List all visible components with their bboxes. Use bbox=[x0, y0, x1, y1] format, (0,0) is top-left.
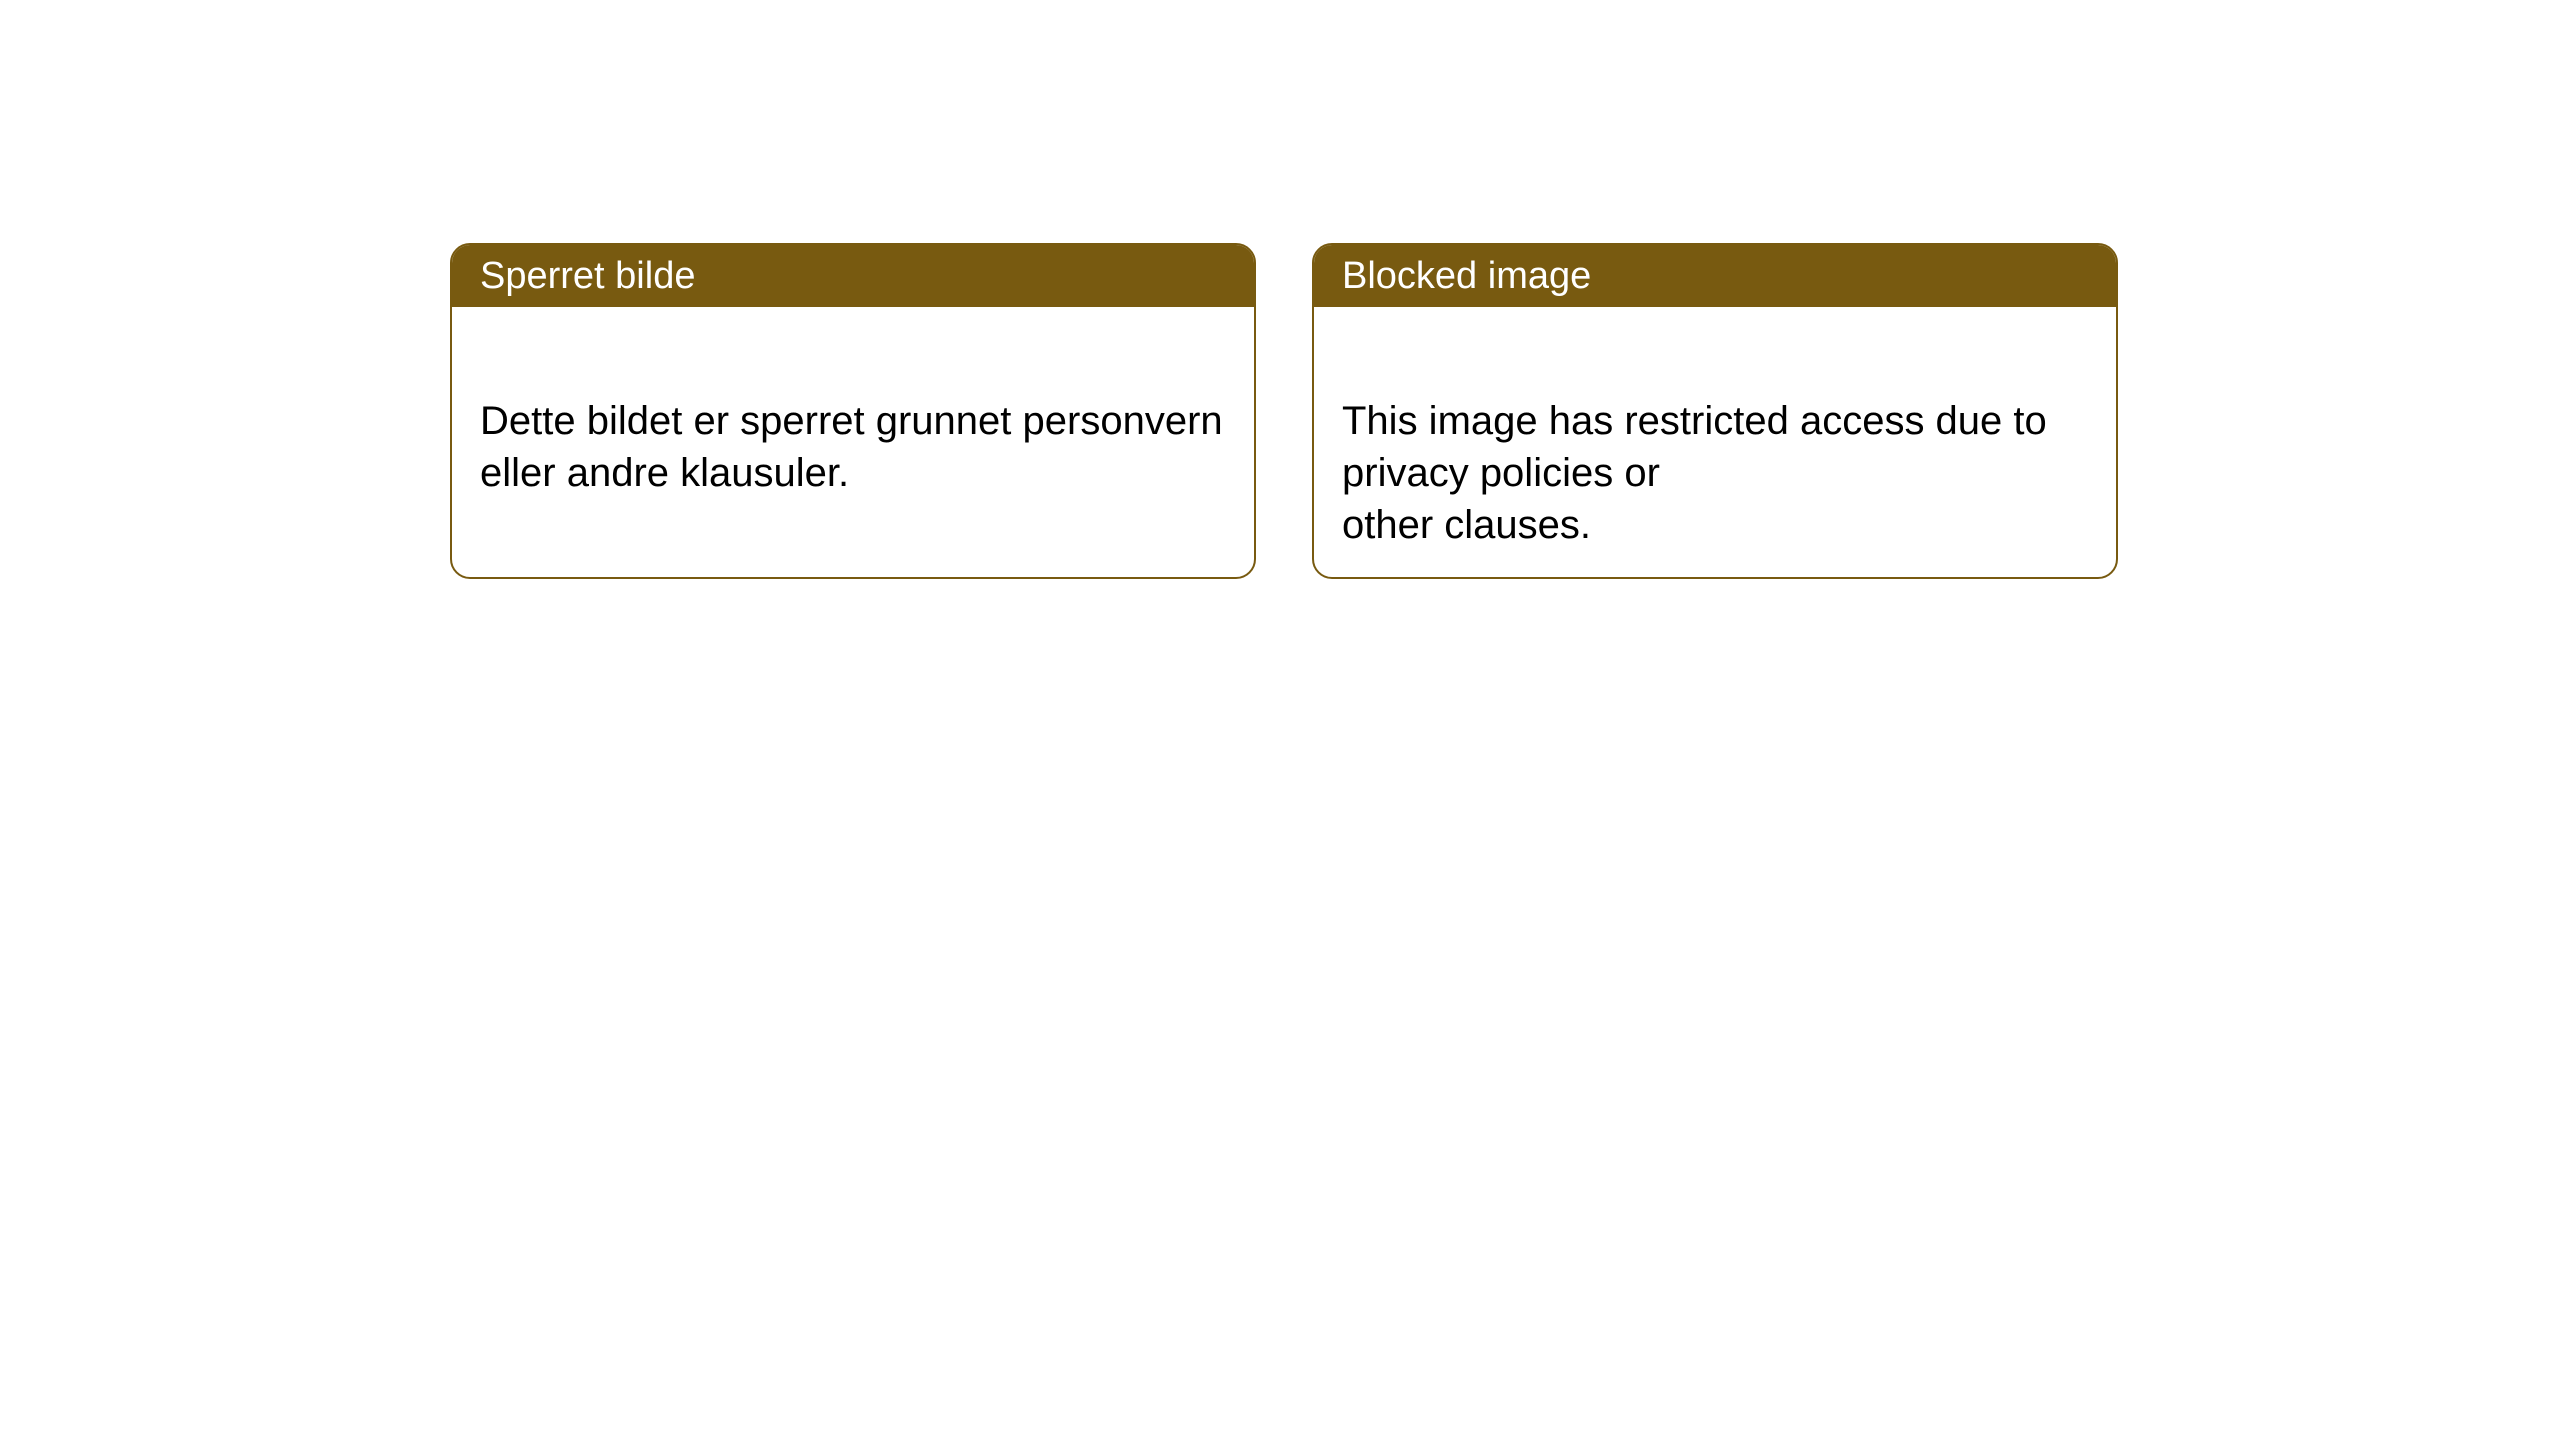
card-body: Dette bildet er sperret grunnet personve… bbox=[452, 307, 1254, 535]
card-header: Sperret bilde bbox=[452, 245, 1254, 307]
blocked-image-card-en: Blocked image This image has restricted … bbox=[1312, 243, 2118, 579]
cards-container: Sperret bilde Dette bildet er sperret gr… bbox=[0, 0, 2560, 579]
card-body: This image has restricted access due to … bbox=[1314, 307, 2116, 579]
card-body-text: Dette bildet er sperret grunnet personve… bbox=[480, 399, 1223, 495]
card-body-text: This image has restricted access due to … bbox=[1342, 399, 2047, 547]
card-title: Sperret bilde bbox=[480, 255, 695, 298]
card-title: Blocked image bbox=[1342, 255, 1591, 298]
blocked-image-card-no: Sperret bilde Dette bildet er sperret gr… bbox=[450, 243, 1256, 579]
card-header: Blocked image bbox=[1314, 245, 2116, 307]
